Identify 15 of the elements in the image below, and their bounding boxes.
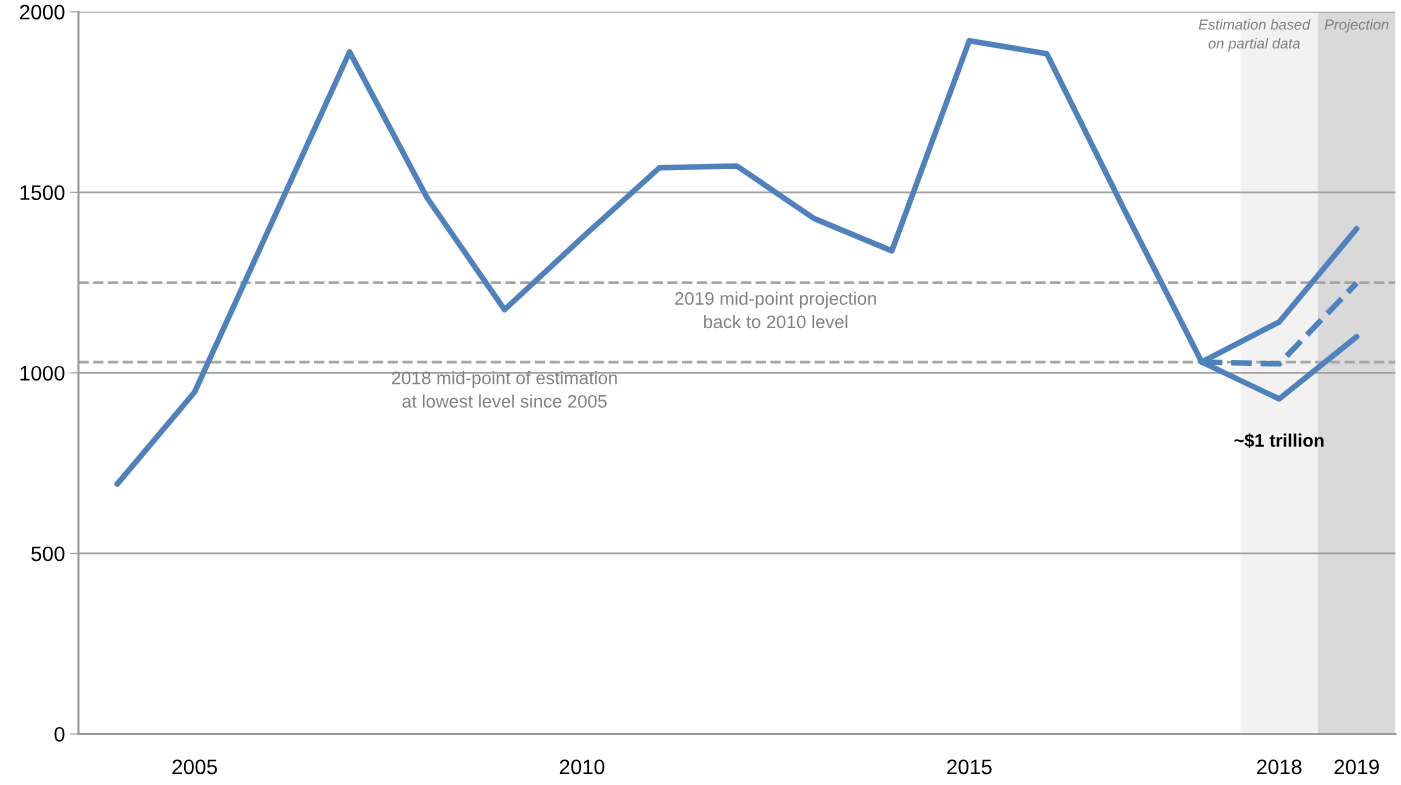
y-tick-label: 0 (54, 726, 65, 742)
y-tick-label: 500 (31, 546, 65, 562)
y-tick-label: 1500 (20, 185, 65, 201)
y-tick-label: 2000 (19, 4, 65, 20)
x-tick-label: 2015 (947, 759, 992, 775)
x-tick-label: 2005 (172, 759, 217, 775)
ref-line-label: 2019 mid-point projection back to 2010 level (675, 291, 876, 329)
x-tick-label: 2018 (1257, 759, 1302, 775)
annotation: ~$1 trillion (1234, 433, 1324, 449)
x-tick-label: 2010 (559, 759, 605, 775)
band-label: Projection (1324, 19, 1389, 33)
band-label: Estimation based on partial data (1198, 19, 1311, 52)
y-tick-label: 1000 (20, 365, 65, 381)
x-tick-label: 2019 (1334, 759, 1379, 775)
ref-line-label: 2018 mid-point of estimation at lowest level since 2005 (392, 371, 617, 408)
